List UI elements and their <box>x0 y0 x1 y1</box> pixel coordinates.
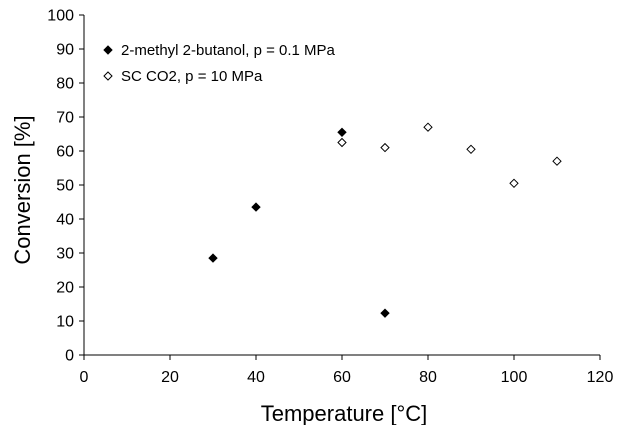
legend-label: SC CO2, p = 10 MPa <box>121 68 263 85</box>
data-point-filled-diamond <box>337 127 347 138</box>
y-tick-label: 60 <box>56 144 74 161</box>
y-tick-label: 20 <box>56 280 74 297</box>
legend-marker <box>103 71 113 81</box>
y-tick-label: 40 <box>56 212 74 229</box>
y-axis-ticks: 0 10 20 30 40 50 60 70 80 90 100 <box>47 8 84 365</box>
data-point-open-diamond <box>509 178 519 189</box>
axes <box>83 15 600 356</box>
data-point-filled-diamond <box>251 202 261 212</box>
y-tick-label: 10 <box>56 314 74 331</box>
data-point-open-diamond <box>466 144 476 155</box>
x-tick-label: 40 <box>247 369 265 386</box>
y-tick-label: 100 <box>47 8 74 25</box>
y-tick-label: 70 <box>56 110 74 127</box>
data-point-open-diamond <box>552 156 562 166</box>
x-tick-label: 0 <box>80 369 89 386</box>
y-tick-label: 0 <box>65 348 74 365</box>
x-tick-label: 100 <box>501 369 528 386</box>
y-tick-label: 30 <box>56 246 74 263</box>
data-points <box>208 122 562 318</box>
data-point-open-diamond <box>423 122 433 132</box>
y-tick-label: 80 <box>56 76 74 93</box>
data-point-filled-diamond <box>208 253 218 263</box>
x-axis-title: Temperature [°C] <box>261 401 428 425</box>
y-tick-label: 90 <box>56 42 74 59</box>
legend-label: 2-methyl 2-butanol, p = 0.1 MPa <box>121 42 336 59</box>
x-tick-label: 20 <box>161 369 179 386</box>
data-point-open-diamond <box>380 142 390 153</box>
x-tick-label: 80 <box>419 369 437 386</box>
x-tick-label: 120 <box>587 369 614 386</box>
data-point-open-diamond <box>337 137 347 148</box>
legend-marker <box>103 45 113 55</box>
legend: 2-methyl 2-butanol, p = 0.1 MPa SC CO2, p… <box>103 42 336 85</box>
y-axis-title: Conversion [%] <box>10 115 35 264</box>
x-axis-ticks: 0 20 40 60 80 100 120 <box>80 355 614 386</box>
x-tick-label: 60 <box>333 369 351 386</box>
data-point-filled-diamond <box>380 308 390 318</box>
y-tick-label: 50 <box>56 178 74 195</box>
